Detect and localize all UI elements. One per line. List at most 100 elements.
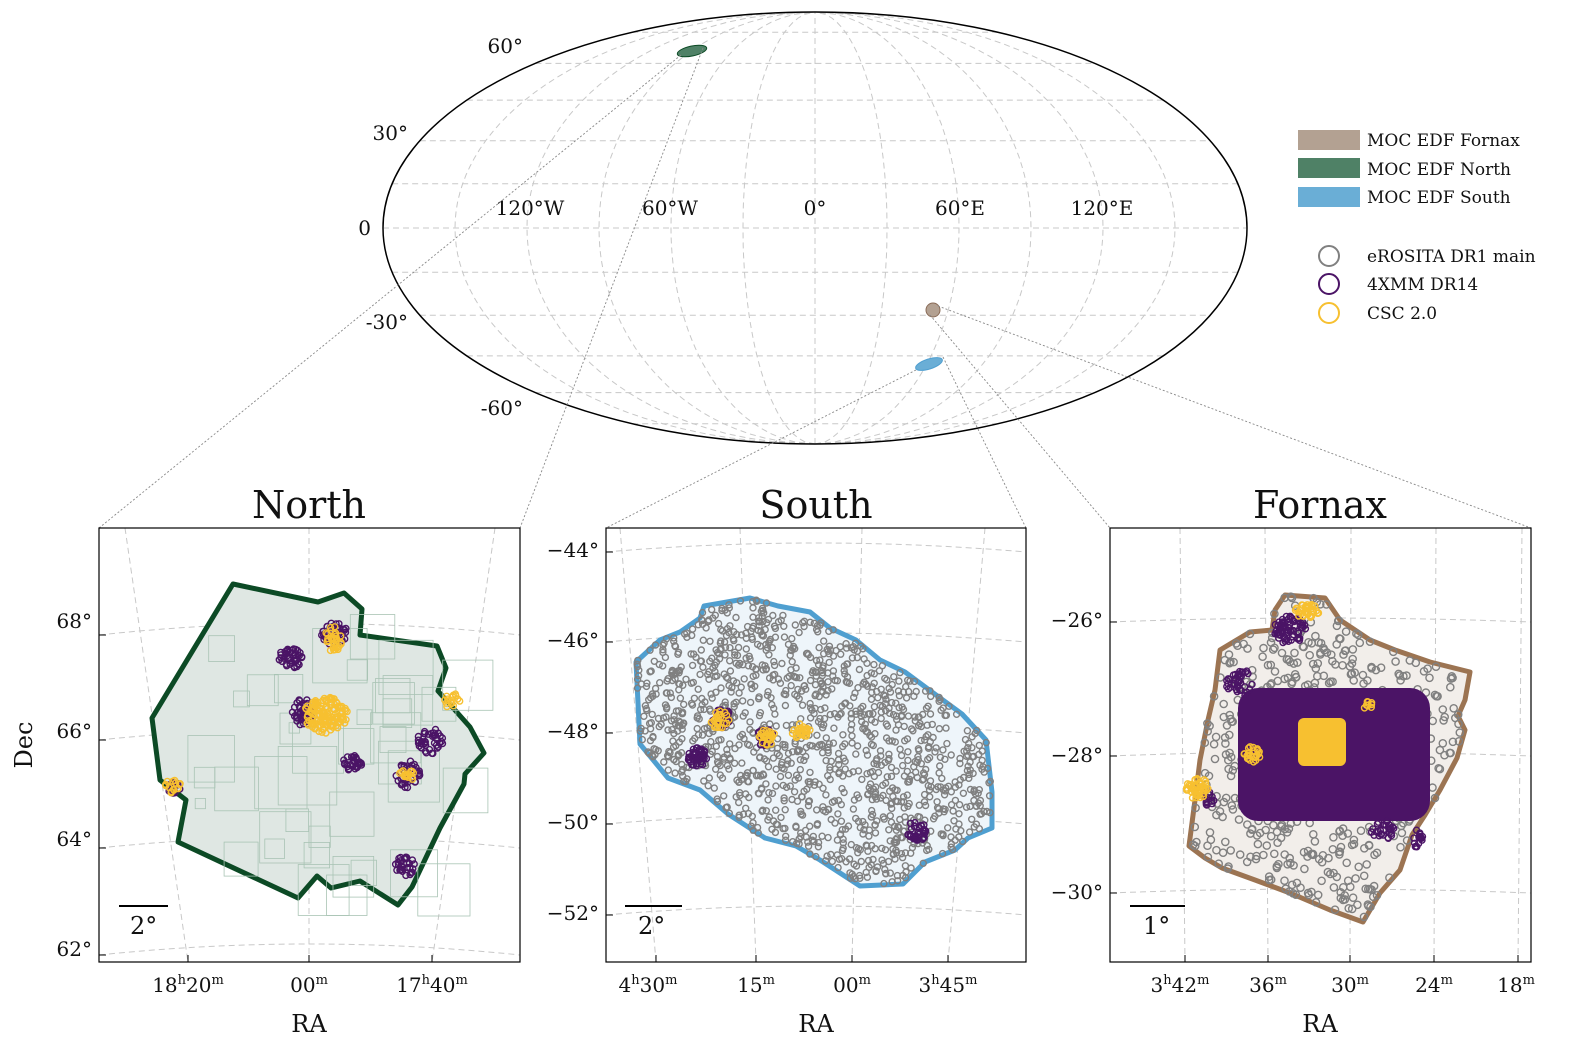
fornax-erosita-point bbox=[1348, 654, 1357, 664]
south-erosita-point bbox=[895, 823, 903, 832]
south-erosita-point bbox=[864, 710, 873, 718]
fornax-erosita-point bbox=[1220, 733, 1230, 742]
south-erosita-point bbox=[806, 822, 814, 830]
south-erosita-point bbox=[854, 849, 862, 857]
fornax-xmm-point bbox=[1416, 832, 1425, 841]
north-csc-point bbox=[337, 703, 345, 712]
south-erosita-point bbox=[921, 687, 930, 695]
fornax-erosita-point bbox=[1308, 659, 1318, 669]
south-erosita-point bbox=[895, 703, 903, 712]
north-csc-point bbox=[334, 645, 342, 654]
south-erosita-point bbox=[824, 805, 832, 813]
north-moc-cell bbox=[349, 614, 396, 660]
south-erosita-point bbox=[939, 830, 947, 838]
south-erosita-point bbox=[910, 677, 919, 686]
fornax-erosita-point bbox=[1224, 650, 1234, 659]
north-xlabel: RA bbox=[291, 1010, 327, 1038]
south-erosita-point bbox=[648, 710, 656, 719]
south-erosita-point bbox=[642, 705, 650, 713]
fornax-scale-label: 1° bbox=[1143, 912, 1170, 940]
north-moc-cell bbox=[332, 856, 375, 898]
south-erosita-point bbox=[805, 797, 814, 805]
fornax-erosita-point bbox=[1307, 849, 1316, 859]
fornax-erosita-point bbox=[1203, 841, 1212, 851]
south-erosita-point bbox=[871, 845, 879, 853]
south-erosita-point bbox=[862, 746, 870, 755]
south-erosita-point bbox=[836, 643, 844, 651]
fornax-erosita-point bbox=[1329, 883, 1339, 892]
south-erosita-point bbox=[784, 756, 792, 765]
fornax-erosita-point bbox=[1311, 898, 1321, 907]
north-csc-point bbox=[329, 639, 338, 647]
fornax-xmm-point bbox=[1410, 834, 1418, 842]
south-erosita-point bbox=[911, 717, 919, 725]
south-erosita-point bbox=[881, 674, 889, 683]
fornax-erosita-point bbox=[1227, 801, 1237, 810]
south-xlabel: RA bbox=[798, 1010, 834, 1038]
south-erosita-point bbox=[885, 704, 893, 712]
south-erosita-point bbox=[968, 815, 976, 823]
south-erosita-point bbox=[779, 611, 787, 620]
south-erosita-point bbox=[965, 828, 974, 836]
legend-label-south: MOC EDF South bbox=[1367, 188, 1511, 208]
south-erosita-point bbox=[670, 634, 678, 642]
north-moc-cell bbox=[378, 639, 434, 695]
south-erosita-point bbox=[881, 779, 890, 787]
south-erosita-point bbox=[789, 838, 797, 846]
fornax-xmm-point bbox=[1289, 626, 1298, 635]
fornax-erosita-point bbox=[1402, 836, 1412, 845]
fornax-erosita-point bbox=[1311, 631, 1320, 641]
south-erosita-point bbox=[935, 769, 943, 777]
north-xmm-point bbox=[403, 863, 412, 872]
sky-regions bbox=[676, 44, 943, 371]
south-erosita-point bbox=[834, 863, 842, 872]
south-erosita-point bbox=[824, 833, 832, 842]
fornax-erosita-point bbox=[1267, 679, 1276, 688]
south-erosita-point bbox=[935, 809, 943, 817]
fornax-erosita-point bbox=[1268, 645, 1278, 654]
south-erosita-point bbox=[813, 731, 821, 739]
south-erosita-point bbox=[718, 774, 727, 782]
south-erosita-point bbox=[922, 732, 930, 741]
south-erosita-point bbox=[722, 631, 731, 640]
fornax-erosita-point bbox=[1300, 864, 1309, 874]
south-erosita-point bbox=[651, 641, 660, 649]
fornax-erosita-point bbox=[1455, 728, 1465, 737]
south-erosita-point bbox=[768, 644, 776, 652]
fornax-erosita-point bbox=[1440, 750, 1449, 760]
south-erosita-point bbox=[819, 806, 828, 815]
south-erosita-point bbox=[720, 753, 728, 761]
south-xmm-point bbox=[920, 833, 928, 842]
south-erosita-point bbox=[726, 644, 734, 652]
south-erosita-point bbox=[805, 780, 814, 788]
fornax-erosita-point bbox=[1313, 659, 1323, 668]
south-erosita-point bbox=[917, 722, 925, 731]
south-erosita-point bbox=[873, 817, 881, 825]
fornax-erosita-point bbox=[1211, 732, 1221, 742]
south-erosita-point bbox=[633, 684, 642, 692]
fornax-erosita-point bbox=[1347, 904, 1357, 914]
fornax-csc-point bbox=[1255, 753, 1264, 761]
south-erosita-point bbox=[691, 734, 699, 743]
south-erosita-point bbox=[968, 744, 976, 752]
south-erosita-point bbox=[887, 772, 896, 781]
south-erosita-point bbox=[947, 801, 956, 809]
fornax-xmm-point bbox=[1294, 616, 1303, 625]
south-erosita-point bbox=[901, 813, 909, 821]
south-erosita-point bbox=[852, 862, 861, 870]
north-moc-cell bbox=[390, 849, 438, 898]
south-erosita-point bbox=[923, 846, 931, 855]
south-erosita-point bbox=[923, 842, 931, 850]
north-moc-cell bbox=[193, 766, 216, 789]
south-erosita-point bbox=[798, 811, 807, 819]
south-erosita-point bbox=[765, 789, 773, 797]
south-erosita-point bbox=[746, 718, 754, 726]
fornax-erosita-point bbox=[1226, 752, 1236, 762]
south-erosita-point bbox=[713, 648, 722, 657]
south-erosita-point bbox=[821, 857, 830, 865]
south-gridline-ra1 bbox=[619, 528, 657, 962]
north-csc-point bbox=[327, 721, 335, 730]
fornax-xtick-4: 18m bbox=[1497, 973, 1535, 997]
fornax-erosita-point bbox=[1355, 638, 1365, 648]
south-erosita-point bbox=[831, 765, 839, 773]
